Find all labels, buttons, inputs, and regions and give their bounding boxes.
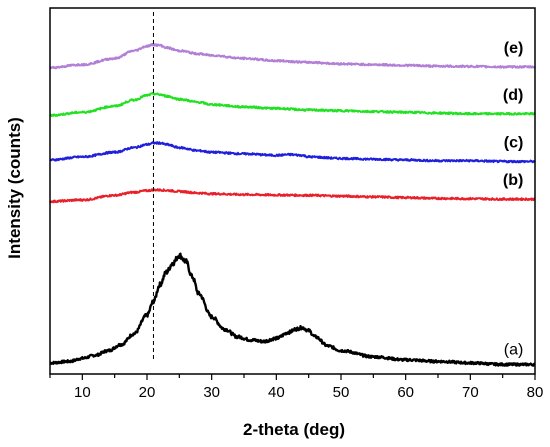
series-line-b xyxy=(49,188,536,204)
x-tick-label: 40 xyxy=(268,384,285,401)
x-axis-title: 2-theta (deg) xyxy=(243,420,345,439)
axes-layer: 10 20 30 40 50 60 70 80 xyxy=(49,7,544,401)
series-layer xyxy=(49,43,536,367)
series-line-e xyxy=(49,43,536,70)
x-tick-label: 60 xyxy=(397,384,414,401)
x-tick-label: 80 xyxy=(527,384,544,401)
series-label-b: (b) xyxy=(503,172,523,189)
x-tick-label: 30 xyxy=(203,384,220,401)
x-tick-label: 70 xyxy=(462,384,479,401)
series-label-a: (a) xyxy=(504,341,524,358)
x-tick-label: 20 xyxy=(139,384,156,401)
series-label-c: (c) xyxy=(504,134,524,151)
series-line-d xyxy=(49,91,536,117)
series-labels: (a) (b) (c) (d) (e) xyxy=(503,40,523,359)
series-line-a xyxy=(49,252,536,367)
x-tick-label: 10 xyxy=(74,384,91,401)
series-line-c xyxy=(49,141,536,164)
series-label-e: (e) xyxy=(504,40,524,57)
series-label-d: (d) xyxy=(503,87,523,104)
y-axis-title: Intensity (counts) xyxy=(5,117,24,259)
plot-frame xyxy=(49,7,536,375)
x-tick-label: 50 xyxy=(333,384,350,401)
